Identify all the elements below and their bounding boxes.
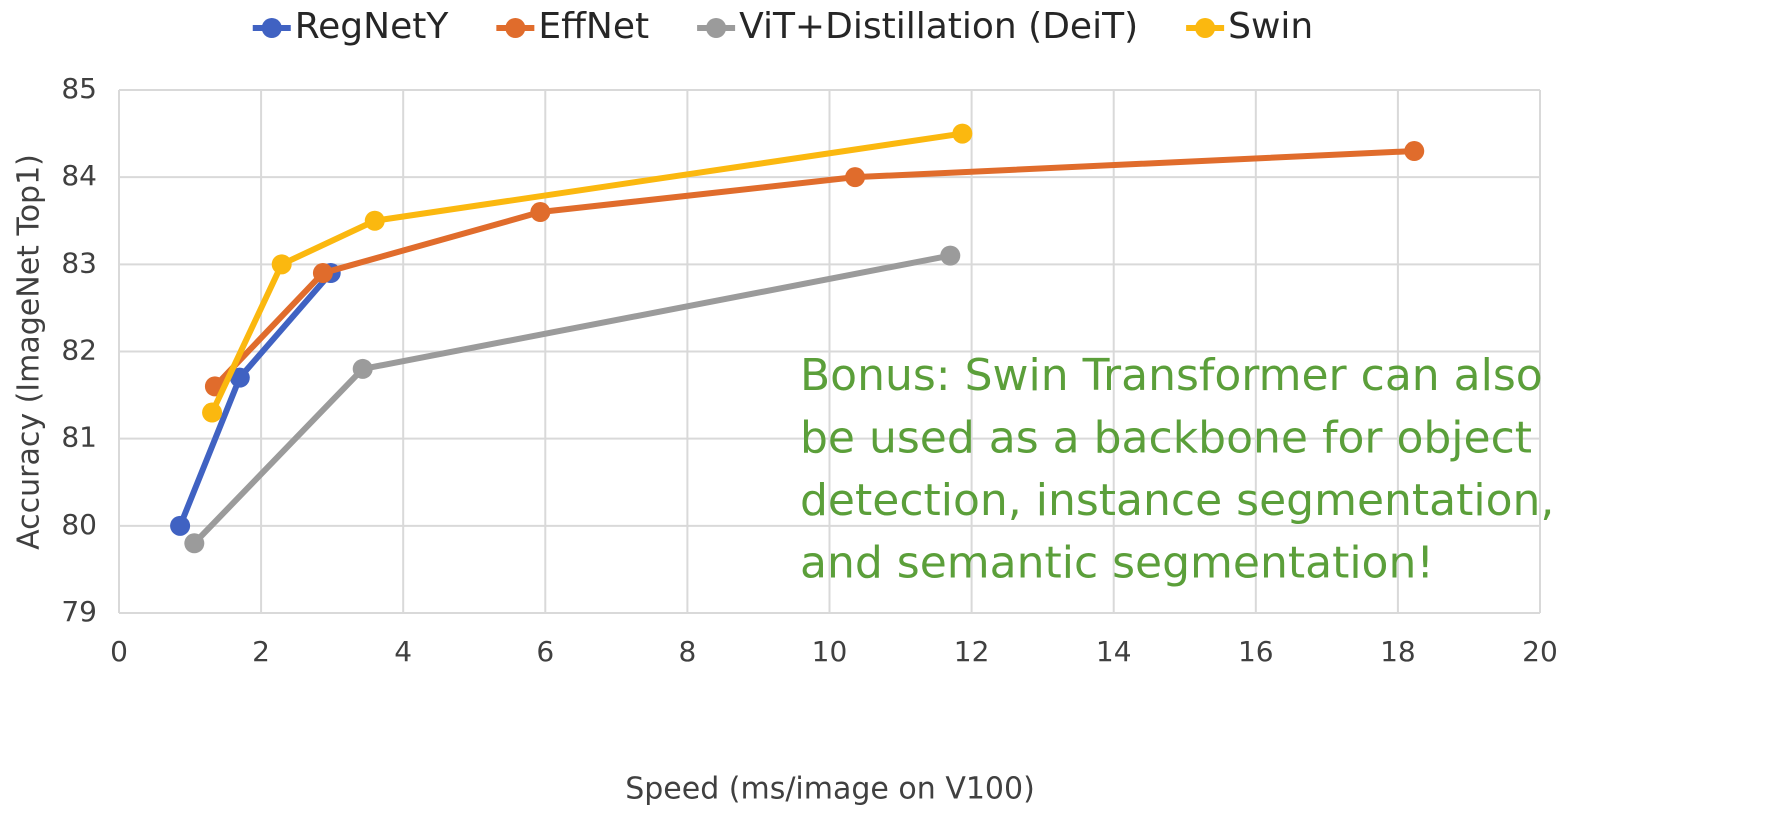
x-tick-label: 0: [110, 635, 128, 668]
x-tick-label: 14: [1096, 635, 1132, 668]
lines: [170, 123, 1425, 554]
legend-label: ViT+Distillation (DeiT): [739, 6, 1138, 47]
point: [202, 402, 223, 423]
point: [229, 367, 250, 388]
x-tick-label: 12: [954, 635, 990, 668]
y-tick-label: 85: [61, 72, 97, 105]
point: [530, 202, 551, 223]
legend-item: Swin: [1186, 6, 1313, 47]
x-tick-label: 10: [812, 635, 848, 668]
x-tick-label: 18: [1380, 635, 1416, 668]
x-tick-label: 6: [536, 635, 554, 668]
y-tick-label: 80: [61, 508, 97, 541]
series-line: [177, 271, 333, 527]
point: [184, 533, 205, 554]
annotation-line: Bonus: Swin Transformer can also: [800, 350, 1543, 401]
legend: RegNetY EffNet ViT+Distillation (DeiT) Swin: [252, 6, 1313, 47]
legend-marker: [505, 18, 526, 38]
x-tick-label: 4: [394, 635, 412, 668]
point: [364, 210, 385, 231]
point: [352, 358, 373, 379]
point: [952, 123, 973, 144]
point: [1404, 141, 1425, 162]
legend-label: EffNet: [538, 6, 649, 47]
y-tick-label: 83: [61, 246, 97, 279]
legend-label: RegNetY: [295, 6, 450, 47]
y-axis-title: Accuracy (ImageNet Top1): [12, 154, 47, 550]
legend-marker: [1195, 18, 1216, 38]
y-tick-label: 84: [61, 159, 97, 192]
point: [170, 515, 191, 536]
y-tick-label: 82: [61, 334, 97, 367]
annotation: Bonus: Swin Transformer can also be used …: [800, 350, 1554, 589]
point: [271, 254, 292, 275]
annotation-line: detection, instance segmentation,: [800, 475, 1554, 526]
point: [845, 167, 866, 188]
point: [312, 263, 333, 284]
x-tick-label: 16: [1238, 635, 1274, 668]
y-tick-label: 79: [61, 595, 97, 628]
x-tick-label: 20: [1522, 635, 1558, 668]
legend-marker: [261, 18, 282, 38]
annotation-line: be used as a backbone for object: [800, 413, 1532, 464]
legend-label: Swin: [1228, 6, 1313, 47]
x-axis-title: Speed (ms/image on V100): [625, 772, 1035, 807]
x-tick-label: 2: [252, 635, 270, 668]
annotation-line: and semantic segmentation!: [800, 538, 1434, 589]
series-line: [209, 130, 963, 414]
legend-item: EffNet: [496, 6, 649, 47]
legend-item: RegNetY: [252, 6, 450, 47]
x-tick-label: 8: [678, 635, 696, 668]
legend-marker: [706, 18, 727, 38]
legend-item: ViT+Distillation (DeiT): [697, 6, 1138, 47]
point: [940, 245, 961, 266]
y-tick-label: 81: [61, 421, 97, 454]
